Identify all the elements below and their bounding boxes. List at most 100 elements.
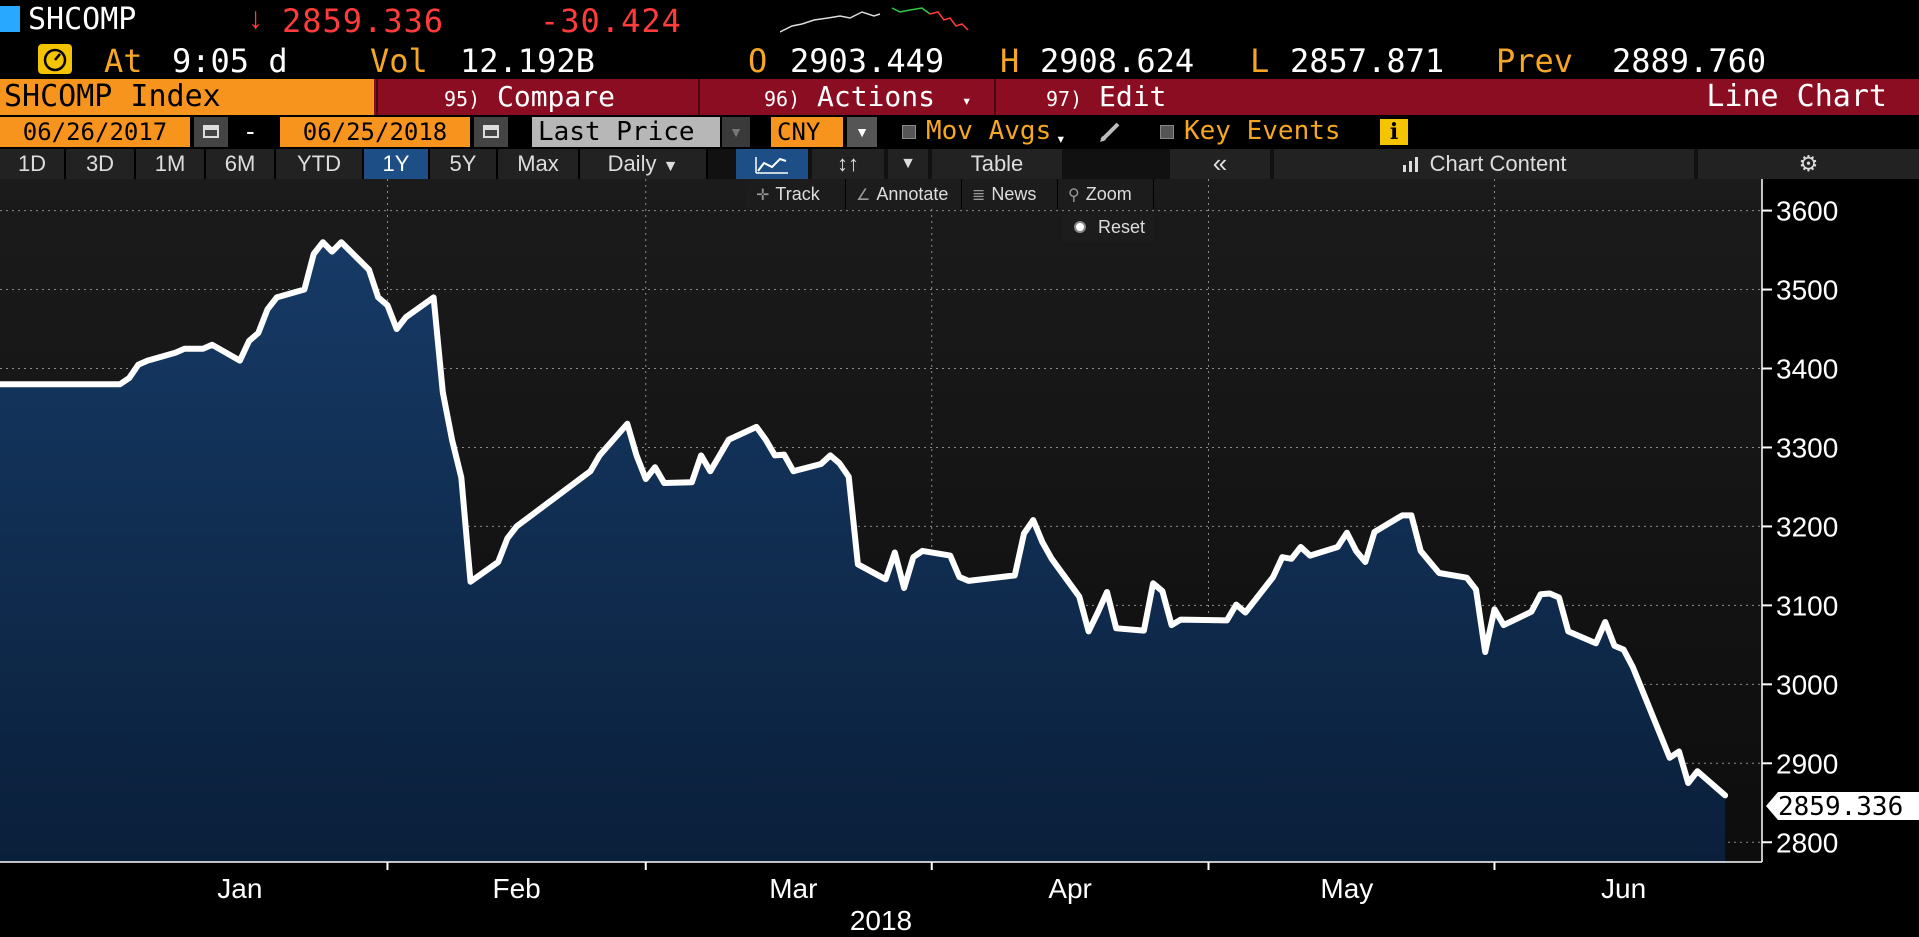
field-select[interactable]: Last Price [532,117,720,147]
security-field[interactable]: SHCOMP Index [0,79,374,115]
price-area [0,242,1726,862]
y-tick-label: 2800 [1776,827,1838,858]
bar-style-icon[interactable]: ↕↑ [812,149,884,179]
price-chart[interactable]: 2800 2900 3000 3100 3200 3300 3400 3500 3600 Jan… [0,179,1919,937]
quote-line: SHCOMP ↓ 2859.336 -30.424 [0,0,1919,40]
pencil-icon[interactable] [1098,120,1124,144]
info-icon[interactable]: i [1380,119,1408,145]
ohlc-line: At 9:05 d Vol 12.192B O 2903.449 H 2908.… [0,40,1919,80]
crosshair-icon: ✛ [756,187,770,204]
start-date-field[interactable]: 06/26/2017 [0,117,190,147]
chart-content-button[interactable]: Chart Content [1274,149,1694,179]
tab-max[interactable]: Max [498,149,580,179]
tab-6m[interactable]: 6M [206,149,276,179]
chart-type-title: Line Chart [1706,79,1887,114]
ticker-symbol[interactable]: SHCOMP [28,2,137,37]
time-label: At [104,42,143,80]
x-tick-label: Jun [1601,873,1646,904]
edit-button[interactable]: 97) Edit ▾ [994,79,1202,148]
track-button[interactable]: ✛ Track [746,179,846,209]
tab-3d[interactable]: 3D [66,149,136,179]
x-tick-label: Mar [769,873,817,904]
news-icon: ≣ [972,187,986,204]
chart-tools: ✛ Track ∠ Annotate ≣ News ⚲ Zoom [746,179,1154,209]
reset-radio-icon [1074,221,1086,233]
volume-label: Vol [370,42,428,80]
news-label: News [991,184,1037,204]
annotate-icon: ∠ [856,187,871,204]
start-calendar-icon[interactable] [194,117,228,147]
function-bar: SHCOMP Index 95) Compare 96) Actions ▾ 9… [0,79,1919,148]
y-tick-label: 3000 [1776,669,1838,700]
last-value-tag: 2859.336 [1766,792,1919,822]
end-calendar-icon[interactable] [474,117,508,147]
net-change: -30.424 [540,2,682,40]
compare-number: 95) [444,87,481,111]
tab-5y[interactable]: 5Y [430,149,498,179]
frequency-label: Daily [607,151,657,176]
edit-label: Edit [1098,80,1167,113]
open-value: 2903.449 [790,42,945,80]
frequency-select[interactable]: Daily ▼ [580,149,708,179]
actions-button[interactable]: 96) Actions ▾ [698,79,994,115]
chart-style-caret-icon[interactable]: ▼ [888,149,928,179]
low-value: 2857.871 [1290,42,1445,80]
x-axis: Jan Feb Mar Apr May Jun [217,862,1646,904]
actions-caret-icon: ▾ [961,91,972,110]
date-separator: - [246,116,255,146]
tab-1y[interactable]: 1Y [364,149,430,179]
chart-content-label: Chart Content [1429,151,1567,176]
currency-select[interactable]: CNY [771,117,843,147]
y-tick-label: 3200 [1776,511,1838,542]
tab-1d[interactable]: 1D [0,149,66,179]
y-tick-label: 3600 [1776,196,1838,227]
edit-number: 97) [1046,87,1083,111]
low-label: L [1250,42,1270,80]
time-value: 9:05 d [172,42,288,80]
reset-label: Reset [1098,217,1146,237]
compare-button[interactable]: 95) Compare [376,79,698,115]
down-arrow-icon: ↓ [248,2,263,35]
key-events-label: Key Events [1184,116,1341,146]
tab-ytd[interactable]: YTD [276,149,364,179]
annotate-button[interactable]: ∠ Annotate [846,179,962,209]
prev-label: Prev [1496,42,1574,80]
price-line [0,239,1729,799]
chart-controls: 06/26/2017 - 06/25/2018 Last Price ▼ CNY… [0,116,1919,148]
collapse-icon[interactable]: « [1170,149,1270,179]
currency-caret-icon[interactable]: ▼ [847,117,877,147]
mov-avgs-checkbox[interactable] [902,125,916,139]
volume-value: 12.192B [460,42,595,80]
sparkline-icon [780,7,969,33]
tab-1m[interactable]: 1M [136,149,206,179]
actions-label: Actions [816,80,935,113]
frequency-caret-icon: ▼ [662,158,679,175]
end-date-field[interactable]: 06/25/2018 [280,117,470,147]
high-value: 2908.624 [1040,42,1195,80]
y-tick-label: 3300 [1776,432,1838,463]
last-value-label: 2859.336 [1778,792,1903,822]
reset-button[interactable]: Reset [1062,212,1154,242]
table-button[interactable]: Table [932,149,1062,179]
x-axis-title: 2018 [850,905,912,936]
field-caret-icon[interactable]: ▼ [722,117,750,147]
prev-value: 2889.760 [1612,42,1767,80]
key-events-checkbox[interactable] [1160,125,1174,139]
news-button[interactable]: ≣ News [962,179,1058,209]
x-tick-label: Jan [217,873,262,904]
zoom-button[interactable]: ⚲ Zoom [1058,179,1154,209]
zoom-label: Zoom [1085,184,1132,204]
last-price: 2859.336 [282,2,445,40]
gear-icon[interactable]: ⚙ [1698,149,1919,179]
chart-icon [1401,151,1429,176]
range-toolbar: 1D 3D 1M 6M YTD 1Y 5Y Max Daily ▼ ↕↑ ▼ T… [0,149,1919,179]
line-chart-icon[interactable] [736,149,808,179]
track-label: Track [775,184,820,204]
y-tick-label: 3500 [1776,275,1838,306]
y-tick-label: 2900 [1776,748,1838,779]
high-label: H [1000,42,1020,80]
x-tick-label: Feb [492,873,540,904]
y-tick-label: 3100 [1776,590,1838,621]
actions-number: 96) [764,87,801,111]
open-label: O [748,42,768,80]
